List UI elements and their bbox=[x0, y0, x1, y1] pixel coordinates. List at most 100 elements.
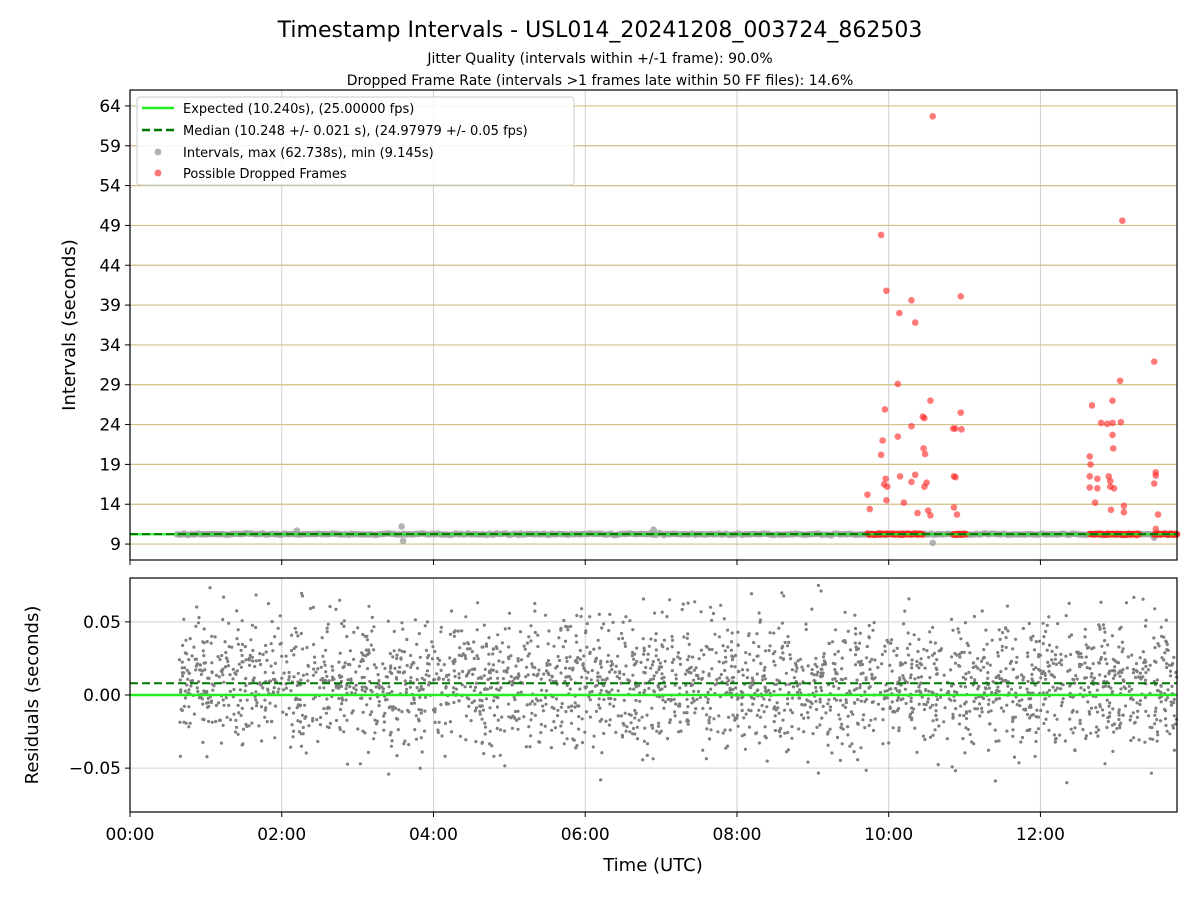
residual-point bbox=[239, 665, 243, 669]
residual-point bbox=[1100, 708, 1105, 712]
residual-point bbox=[452, 686, 456, 690]
residual-point bbox=[420, 676, 424, 680]
residual-point bbox=[1015, 655, 1019, 659]
residual-point bbox=[901, 697, 905, 701]
residual-point bbox=[214, 703, 218, 708]
residual-point bbox=[419, 685, 423, 689]
residual-point bbox=[781, 657, 786, 662]
residual-point bbox=[312, 655, 317, 659]
dropped-frame-point bbox=[882, 475, 889, 483]
residual-point bbox=[733, 665, 737, 669]
residual-point bbox=[305, 672, 309, 676]
residual-point bbox=[299, 631, 303, 636]
dropped-frame-point bbox=[1110, 485, 1118, 492]
residual-point bbox=[795, 684, 800, 688]
residual-point bbox=[527, 635, 531, 639]
residual-point bbox=[538, 740, 542, 744]
residual-point bbox=[1127, 684, 1131, 688]
residual-point bbox=[221, 617, 225, 622]
residual-point bbox=[678, 686, 682, 690]
residual-point bbox=[478, 712, 482, 716]
residual-point bbox=[895, 653, 899, 658]
residual-point bbox=[324, 648, 328, 652]
residual-point bbox=[473, 708, 478, 712]
residual-point bbox=[1139, 677, 1143, 681]
residual-point bbox=[1053, 740, 1057, 744]
residual-point bbox=[474, 706, 478, 710]
residual-point bbox=[293, 626, 297, 630]
residual-point bbox=[221, 698, 225, 702]
residual-point bbox=[495, 687, 499, 691]
residual-point bbox=[441, 677, 445, 681]
residual-point bbox=[1083, 627, 1087, 631]
residual-point bbox=[763, 685, 767, 689]
residual-point bbox=[704, 713, 709, 717]
residual-point bbox=[1032, 648, 1037, 652]
residual-point bbox=[202, 654, 206, 658]
residual-point bbox=[654, 654, 658, 658]
residual-point bbox=[996, 651, 1000, 655]
dropped-frame-point bbox=[864, 491, 871, 498]
residual-point bbox=[290, 633, 294, 637]
residual-point bbox=[647, 686, 651, 690]
x-tick-label: 04:00 bbox=[409, 825, 458, 845]
residual-point bbox=[942, 720, 946, 724]
residual-point bbox=[1016, 675, 1020, 679]
residual-point bbox=[885, 638, 889, 643]
residual-point bbox=[633, 708, 637, 713]
residual-point bbox=[1159, 625, 1163, 629]
intervals-y-tick-label: 44 bbox=[99, 256, 121, 276]
residual-point bbox=[935, 658, 939, 662]
residual-point bbox=[762, 674, 766, 678]
residual-point bbox=[227, 703, 231, 708]
residual-point bbox=[844, 698, 848, 702]
residual-point bbox=[522, 715, 526, 719]
residual-point bbox=[677, 730, 681, 734]
residual-point bbox=[1011, 728, 1015, 732]
residual-point bbox=[328, 604, 332, 609]
residual-point bbox=[1053, 653, 1058, 657]
jitter-quality-subtitle: Jitter Quality (intervals within +/-1 fr… bbox=[426, 51, 772, 67]
dropped-frame-point bbox=[921, 483, 928, 491]
residual-point bbox=[730, 658, 735, 662]
residual-point bbox=[1153, 722, 1157, 726]
residual-point bbox=[758, 620, 762, 624]
residual-point bbox=[773, 714, 777, 718]
residual-point bbox=[556, 708, 560, 713]
residual-point bbox=[951, 628, 955, 632]
residual-point bbox=[530, 699, 534, 704]
residual-point bbox=[386, 619, 390, 623]
residual-point bbox=[736, 724, 740, 728]
residual-point bbox=[588, 690, 592, 694]
residual-point bbox=[452, 661, 456, 666]
residual-point bbox=[547, 673, 551, 677]
residual-point bbox=[786, 634, 790, 639]
residual-point bbox=[642, 652, 646, 656]
residual-point bbox=[525, 703, 529, 707]
residual-point bbox=[1030, 677, 1034, 681]
dropped-frame-point bbox=[1109, 445, 1117, 452]
residual-point bbox=[833, 662, 837, 666]
residual-point bbox=[1143, 740, 1147, 744]
residual-point bbox=[1144, 660, 1148, 664]
residual-point bbox=[513, 698, 517, 702]
residual-point bbox=[324, 711, 328, 715]
residual-point bbox=[811, 732, 815, 736]
residual-point bbox=[915, 659, 919, 664]
residual-point bbox=[1044, 629, 1048, 634]
residual-point bbox=[629, 721, 633, 725]
residual-point bbox=[935, 672, 939, 677]
residual-point bbox=[188, 721, 192, 725]
residual-point bbox=[254, 659, 258, 663]
residual-point bbox=[1064, 614, 1068, 618]
residual-point bbox=[858, 682, 862, 687]
residual-point bbox=[299, 744, 304, 748]
residual-point bbox=[383, 666, 387, 671]
residual-point bbox=[236, 732, 240, 736]
residual-point bbox=[868, 660, 872, 664]
residual-point bbox=[239, 648, 243, 653]
residual-point bbox=[1112, 730, 1116, 734]
residual-point bbox=[1132, 595, 1136, 600]
residual-point bbox=[674, 702, 678, 706]
